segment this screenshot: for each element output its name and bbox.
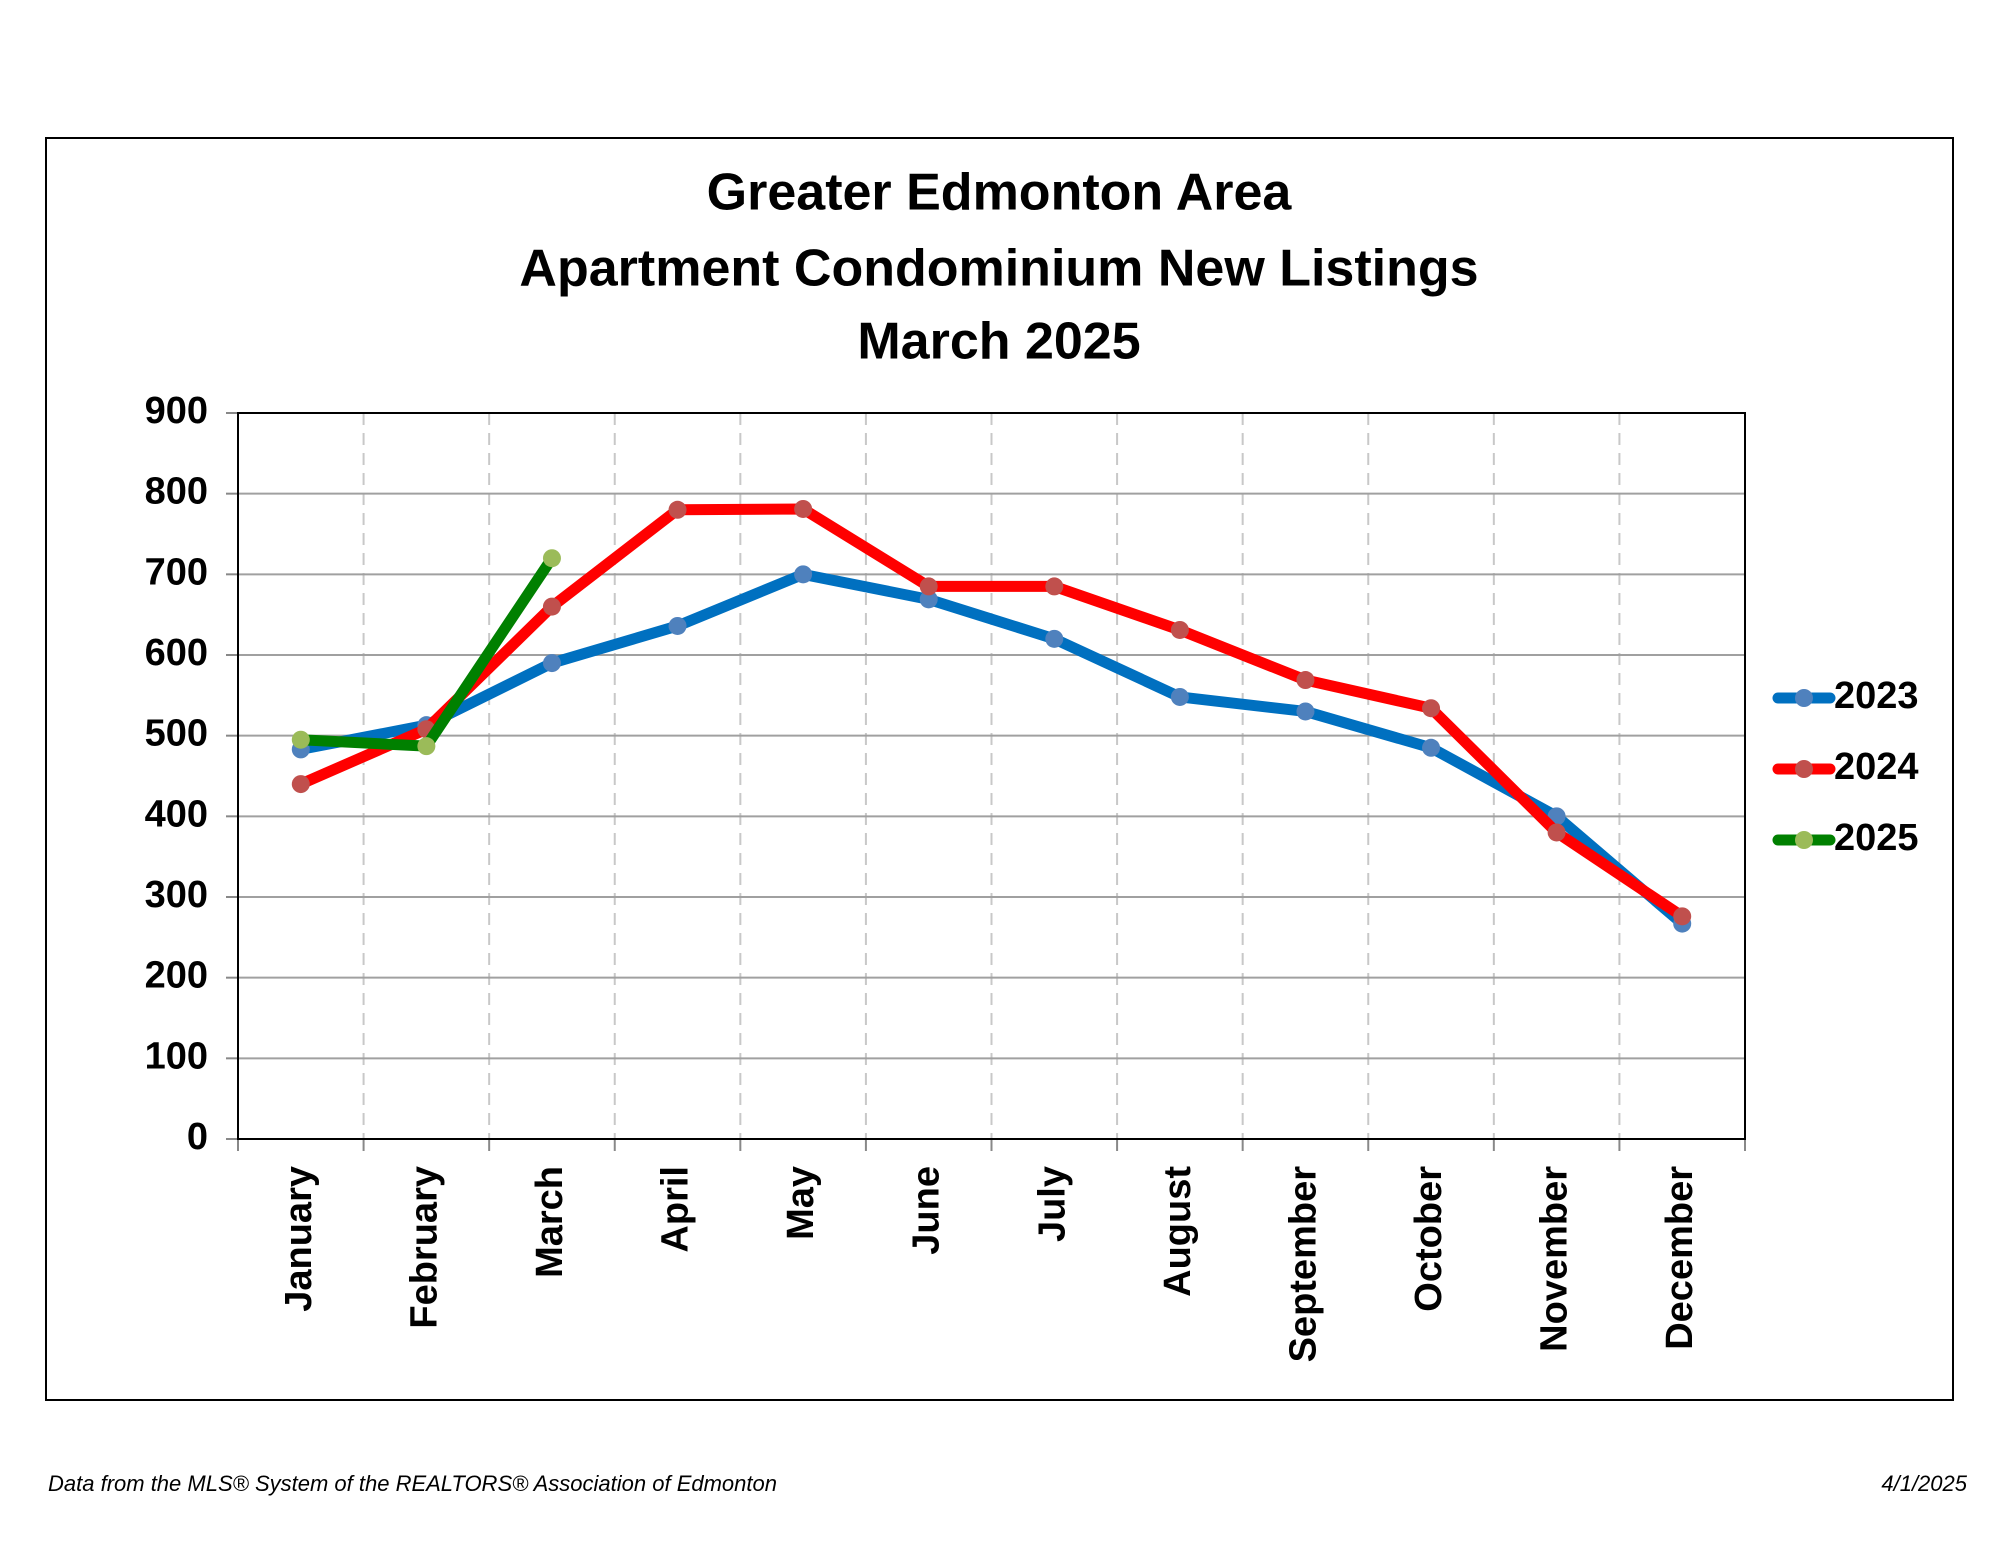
data-point (668, 500, 687, 519)
y-tick-label: 500 (145, 713, 208, 755)
data-point (1296, 671, 1315, 690)
data-point (1547, 823, 1566, 842)
chart-title: Greater Edmonton Area (707, 164, 1293, 222)
data-point (542, 549, 561, 568)
x-tick-label: May (780, 1166, 822, 1240)
legend-marker (1795, 689, 1813, 707)
source-note: Data from the MLS® System of the REALTOR… (48, 1471, 777, 1496)
x-tick-label: February (403, 1166, 445, 1329)
series-line (295, 503, 1688, 922)
y-tick-label: 300 (145, 874, 208, 916)
x-tick-label: September (1282, 1166, 1324, 1363)
legend-marker (1795, 760, 1813, 778)
data-point (919, 577, 938, 596)
y-tick-label: 100 (145, 1035, 208, 1077)
x-tick-label: March (529, 1166, 571, 1278)
data-point (542, 597, 561, 616)
y-tick-label: 0 (187, 1116, 208, 1158)
x-tick-label: June (906, 1166, 948, 1255)
series-line (295, 568, 1688, 930)
data-point (417, 737, 436, 756)
data-point (1170, 620, 1189, 639)
y-tick-label: 600 (145, 632, 208, 674)
chart-title: March 2025 (857, 313, 1140, 371)
data-point (1422, 738, 1441, 757)
y-tick-label: 900 (145, 390, 208, 432)
data-point (291, 730, 310, 749)
legend-label: 2024 (1834, 746, 1919, 788)
date-note: 4/1/2025 (1881, 1471, 1967, 1496)
x-tick-label: January (278, 1166, 320, 1312)
x-tick-label: November (1534, 1166, 1576, 1352)
legend-marker (1795, 831, 1813, 849)
legend-label: 2023 (1834, 675, 1919, 717)
data-point (794, 499, 813, 518)
y-tick-label: 200 (145, 955, 208, 997)
x-tick-label: August (1157, 1166, 1199, 1297)
data-point (542, 654, 561, 673)
data-point (291, 775, 310, 794)
data-point (1170, 687, 1189, 706)
x-tick-label: December (1659, 1166, 1701, 1350)
data-point (1673, 907, 1692, 926)
y-tick-label: 400 (145, 793, 208, 835)
data-point (668, 616, 687, 635)
y-tick-label: 700 (145, 551, 208, 593)
plot-area-border (237, 412, 1746, 1140)
data-point (794, 565, 813, 584)
y-tick-label: 800 (145, 471, 208, 513)
data-point (919, 590, 938, 609)
chart-title: Apartment Condominium New Listings (519, 240, 1478, 298)
x-tick-label: July (1031, 1166, 1073, 1242)
data-point (1296, 702, 1315, 721)
data-point (1422, 699, 1441, 718)
chart-frame (45, 137, 1954, 1401)
data-point (1045, 577, 1064, 596)
x-tick-label: April (655, 1166, 697, 1253)
x-tick-label: October (1408, 1166, 1450, 1312)
legend-label: 2025 (1834, 817, 1919, 859)
data-point (1045, 629, 1064, 648)
